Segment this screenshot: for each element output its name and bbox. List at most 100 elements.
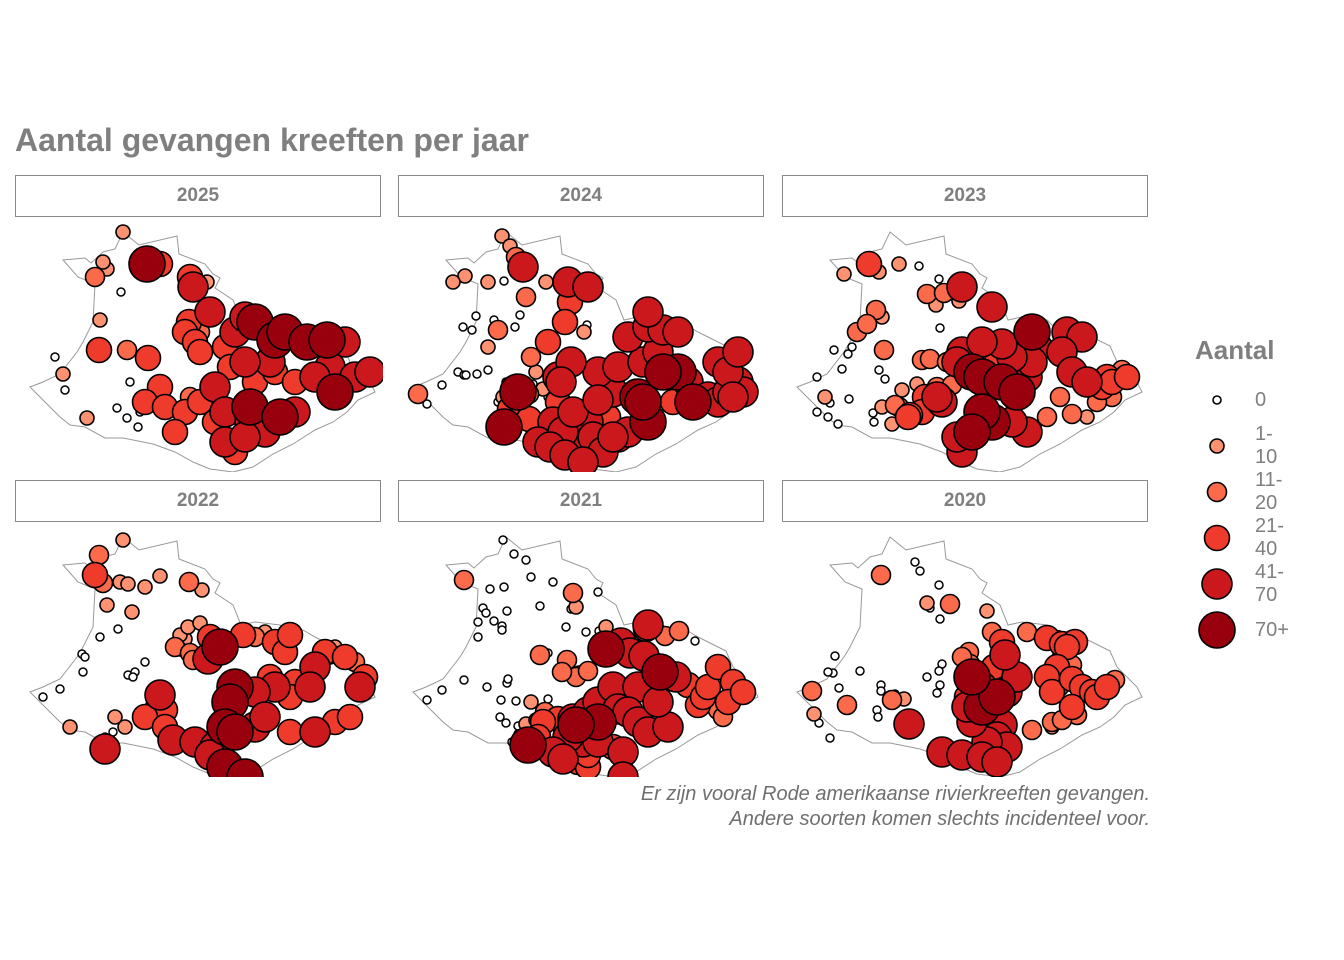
legend-label: 11-20 xyxy=(1255,469,1283,514)
catch-location-marker xyxy=(1113,363,1141,391)
circle-symbol-icon xyxy=(1195,470,1239,514)
catch-location-marker xyxy=(535,601,545,611)
catch-location-marker xyxy=(494,228,510,244)
catch-location-marker xyxy=(499,373,537,411)
catch-location-marker xyxy=(116,339,138,361)
catch-location-marker xyxy=(548,577,558,587)
catch-location-marker xyxy=(489,616,499,626)
catch-location-marker xyxy=(308,321,346,359)
catch-location-marker xyxy=(836,694,858,716)
catch-location-marker xyxy=(1038,678,1066,706)
catch-location-marker xyxy=(847,342,857,352)
catch-location-marker xyxy=(112,403,122,413)
catch-location-marker xyxy=(186,338,214,366)
province-outline xyxy=(29,231,376,472)
catch-location-marker xyxy=(915,566,925,576)
catch-location-marker xyxy=(914,261,924,271)
catch-location-marker xyxy=(572,271,604,303)
catch-location-marker xyxy=(837,364,847,374)
catch-location-marker xyxy=(437,380,447,390)
catch-location-marker xyxy=(576,324,592,340)
catch-location-marker xyxy=(107,709,123,725)
catch-location-marker xyxy=(843,349,853,359)
catch-location-marker xyxy=(880,374,890,384)
catch-location-marker xyxy=(50,352,60,362)
catch-location-marker xyxy=(116,287,126,297)
catch-location-marker xyxy=(117,719,133,735)
catch-location-marker xyxy=(520,346,542,368)
catch-location-marker xyxy=(690,636,700,646)
catch-location-marker xyxy=(457,268,473,284)
panel-strip-2022: 2022 xyxy=(15,480,381,522)
catch-location-marker xyxy=(459,675,469,685)
catch-location-marker xyxy=(953,658,991,696)
catch-location-marker xyxy=(722,336,754,368)
catch-location-marker xyxy=(480,339,496,355)
catch-location-marker xyxy=(85,336,113,364)
catch-location-marker xyxy=(79,410,95,426)
catch-location-marker xyxy=(644,353,682,391)
catch-location-marker xyxy=(422,695,432,705)
catch-location-marker xyxy=(978,678,1016,716)
legend-item: 0 xyxy=(1195,377,1266,423)
catch-location-marker xyxy=(229,346,261,378)
catch-location-marker xyxy=(445,274,461,290)
catch-location-marker xyxy=(869,417,879,427)
province-outline xyxy=(796,536,1143,777)
catch-location-marker xyxy=(935,323,945,333)
catch-location-marker xyxy=(499,582,509,592)
catch-location-marker xyxy=(458,322,468,332)
catch-location-marker xyxy=(1049,386,1071,408)
catch-location-marker xyxy=(844,394,854,404)
catch-location-marker xyxy=(806,706,822,722)
legend-item: 11-20 xyxy=(1195,469,1282,515)
catch-location-marker xyxy=(966,326,998,358)
catch-location-marker xyxy=(587,630,625,668)
catch-location-marker xyxy=(624,383,662,421)
catch-location-marker xyxy=(551,308,579,336)
catch-location-marker xyxy=(668,620,690,642)
catch-location-marker xyxy=(276,718,304,746)
panel-strip-2025: 2025 xyxy=(15,175,381,217)
catch-location-marker xyxy=(557,706,595,744)
map-panel-2021 xyxy=(412,535,759,777)
catch-location-marker xyxy=(989,639,1021,671)
catch-location-marker xyxy=(407,383,429,405)
catch-location-marker xyxy=(834,683,844,693)
catch-location-marker xyxy=(216,713,254,751)
catch-location-marker xyxy=(472,369,482,379)
catch-location-marker xyxy=(481,608,491,618)
catch-location-marker xyxy=(561,622,571,632)
catch-location-marker xyxy=(529,644,551,666)
catch-location-marker xyxy=(567,446,599,472)
catch-location-marker xyxy=(823,412,833,422)
catch-location-marker xyxy=(939,593,961,615)
catch-location-marker xyxy=(526,572,536,582)
catch-location-marker xyxy=(817,389,833,405)
catch-location-marker xyxy=(538,274,554,290)
catch-location-marker xyxy=(249,701,281,733)
catch-location-marker xyxy=(124,604,140,620)
panel-strip-2021: 2021 xyxy=(398,480,764,522)
catch-location-marker xyxy=(473,632,483,642)
catch-location-marker xyxy=(115,532,131,548)
catch-location-marker xyxy=(825,733,835,743)
catch-location-marker xyxy=(855,666,865,676)
catch-location-marker xyxy=(873,339,895,361)
catch-location-marker xyxy=(473,617,483,627)
legend-label: 0 xyxy=(1255,388,1267,411)
catch-location-marker xyxy=(276,621,304,649)
caption-line-2: Andere soorten komen slechts incidenteel… xyxy=(729,808,1150,830)
catch-location-marker xyxy=(910,557,920,567)
catch-location-marker xyxy=(1093,673,1121,701)
catch-location-marker xyxy=(855,250,883,278)
chart-title: Aantal gevangen kreeften per jaar xyxy=(15,122,529,158)
legend-item: 21-40 xyxy=(1195,515,1284,561)
catch-location-marker xyxy=(511,696,521,706)
catch-location-marker xyxy=(833,419,843,429)
catch-location-marker xyxy=(471,311,481,321)
catch-location-marker xyxy=(812,407,822,417)
catch-location-marker xyxy=(128,672,138,682)
catch-location-marker xyxy=(140,657,150,667)
catch-location-marker xyxy=(953,413,991,451)
